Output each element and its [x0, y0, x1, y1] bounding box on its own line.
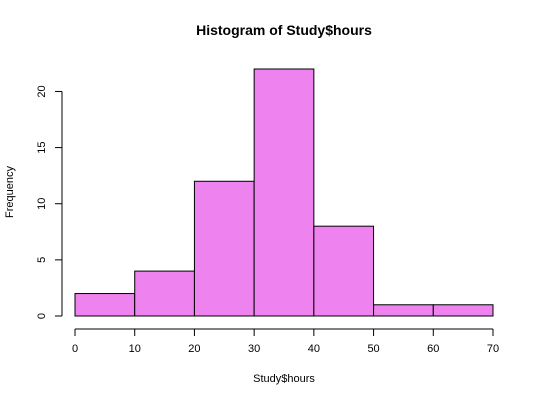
x-tick-label-1: 10: [129, 343, 141, 355]
histogram-bar-5: [373, 304, 434, 317]
x-tick-label-7: 70: [487, 343, 499, 355]
histogram-bar-3: [253, 68, 315, 317]
x-tick-label-4: 40: [308, 343, 320, 355]
histogram-bar-6: [432, 304, 494, 317]
chart-title: Histogram of Study$hours: [196, 22, 372, 38]
histogram-bar-1: [134, 270, 195, 317]
x-tick-label-3: 30: [248, 343, 260, 355]
x-axis: 0 10 20 30 40 50 60 70: [72, 328, 499, 355]
x-tick-label-0: 0: [72, 343, 78, 355]
bars-layer: [74, 68, 494, 317]
y-tick-label-3: 15: [36, 141, 48, 153]
y-tick-label-2: 10: [36, 198, 48, 210]
x-tick-label-5: 50: [367, 343, 379, 355]
y-axis-title: Frequency: [4, 166, 16, 218]
x-axis-title: Study$hours: [253, 373, 315, 385]
histogram-bar-0: [74, 293, 136, 317]
histogram-bar-2: [193, 180, 255, 317]
y-axis: 0 5 10 15 20: [36, 85, 63, 319]
y-tick-label-1: 5: [36, 257, 48, 263]
histogram-bar-4: [313, 225, 375, 317]
x-tick-label-6: 60: [427, 343, 439, 355]
x-tick-label-2: 20: [188, 343, 200, 355]
y-tick-label-0: 0: [36, 313, 48, 319]
y-tick-label-4: 20: [36, 85, 48, 97]
